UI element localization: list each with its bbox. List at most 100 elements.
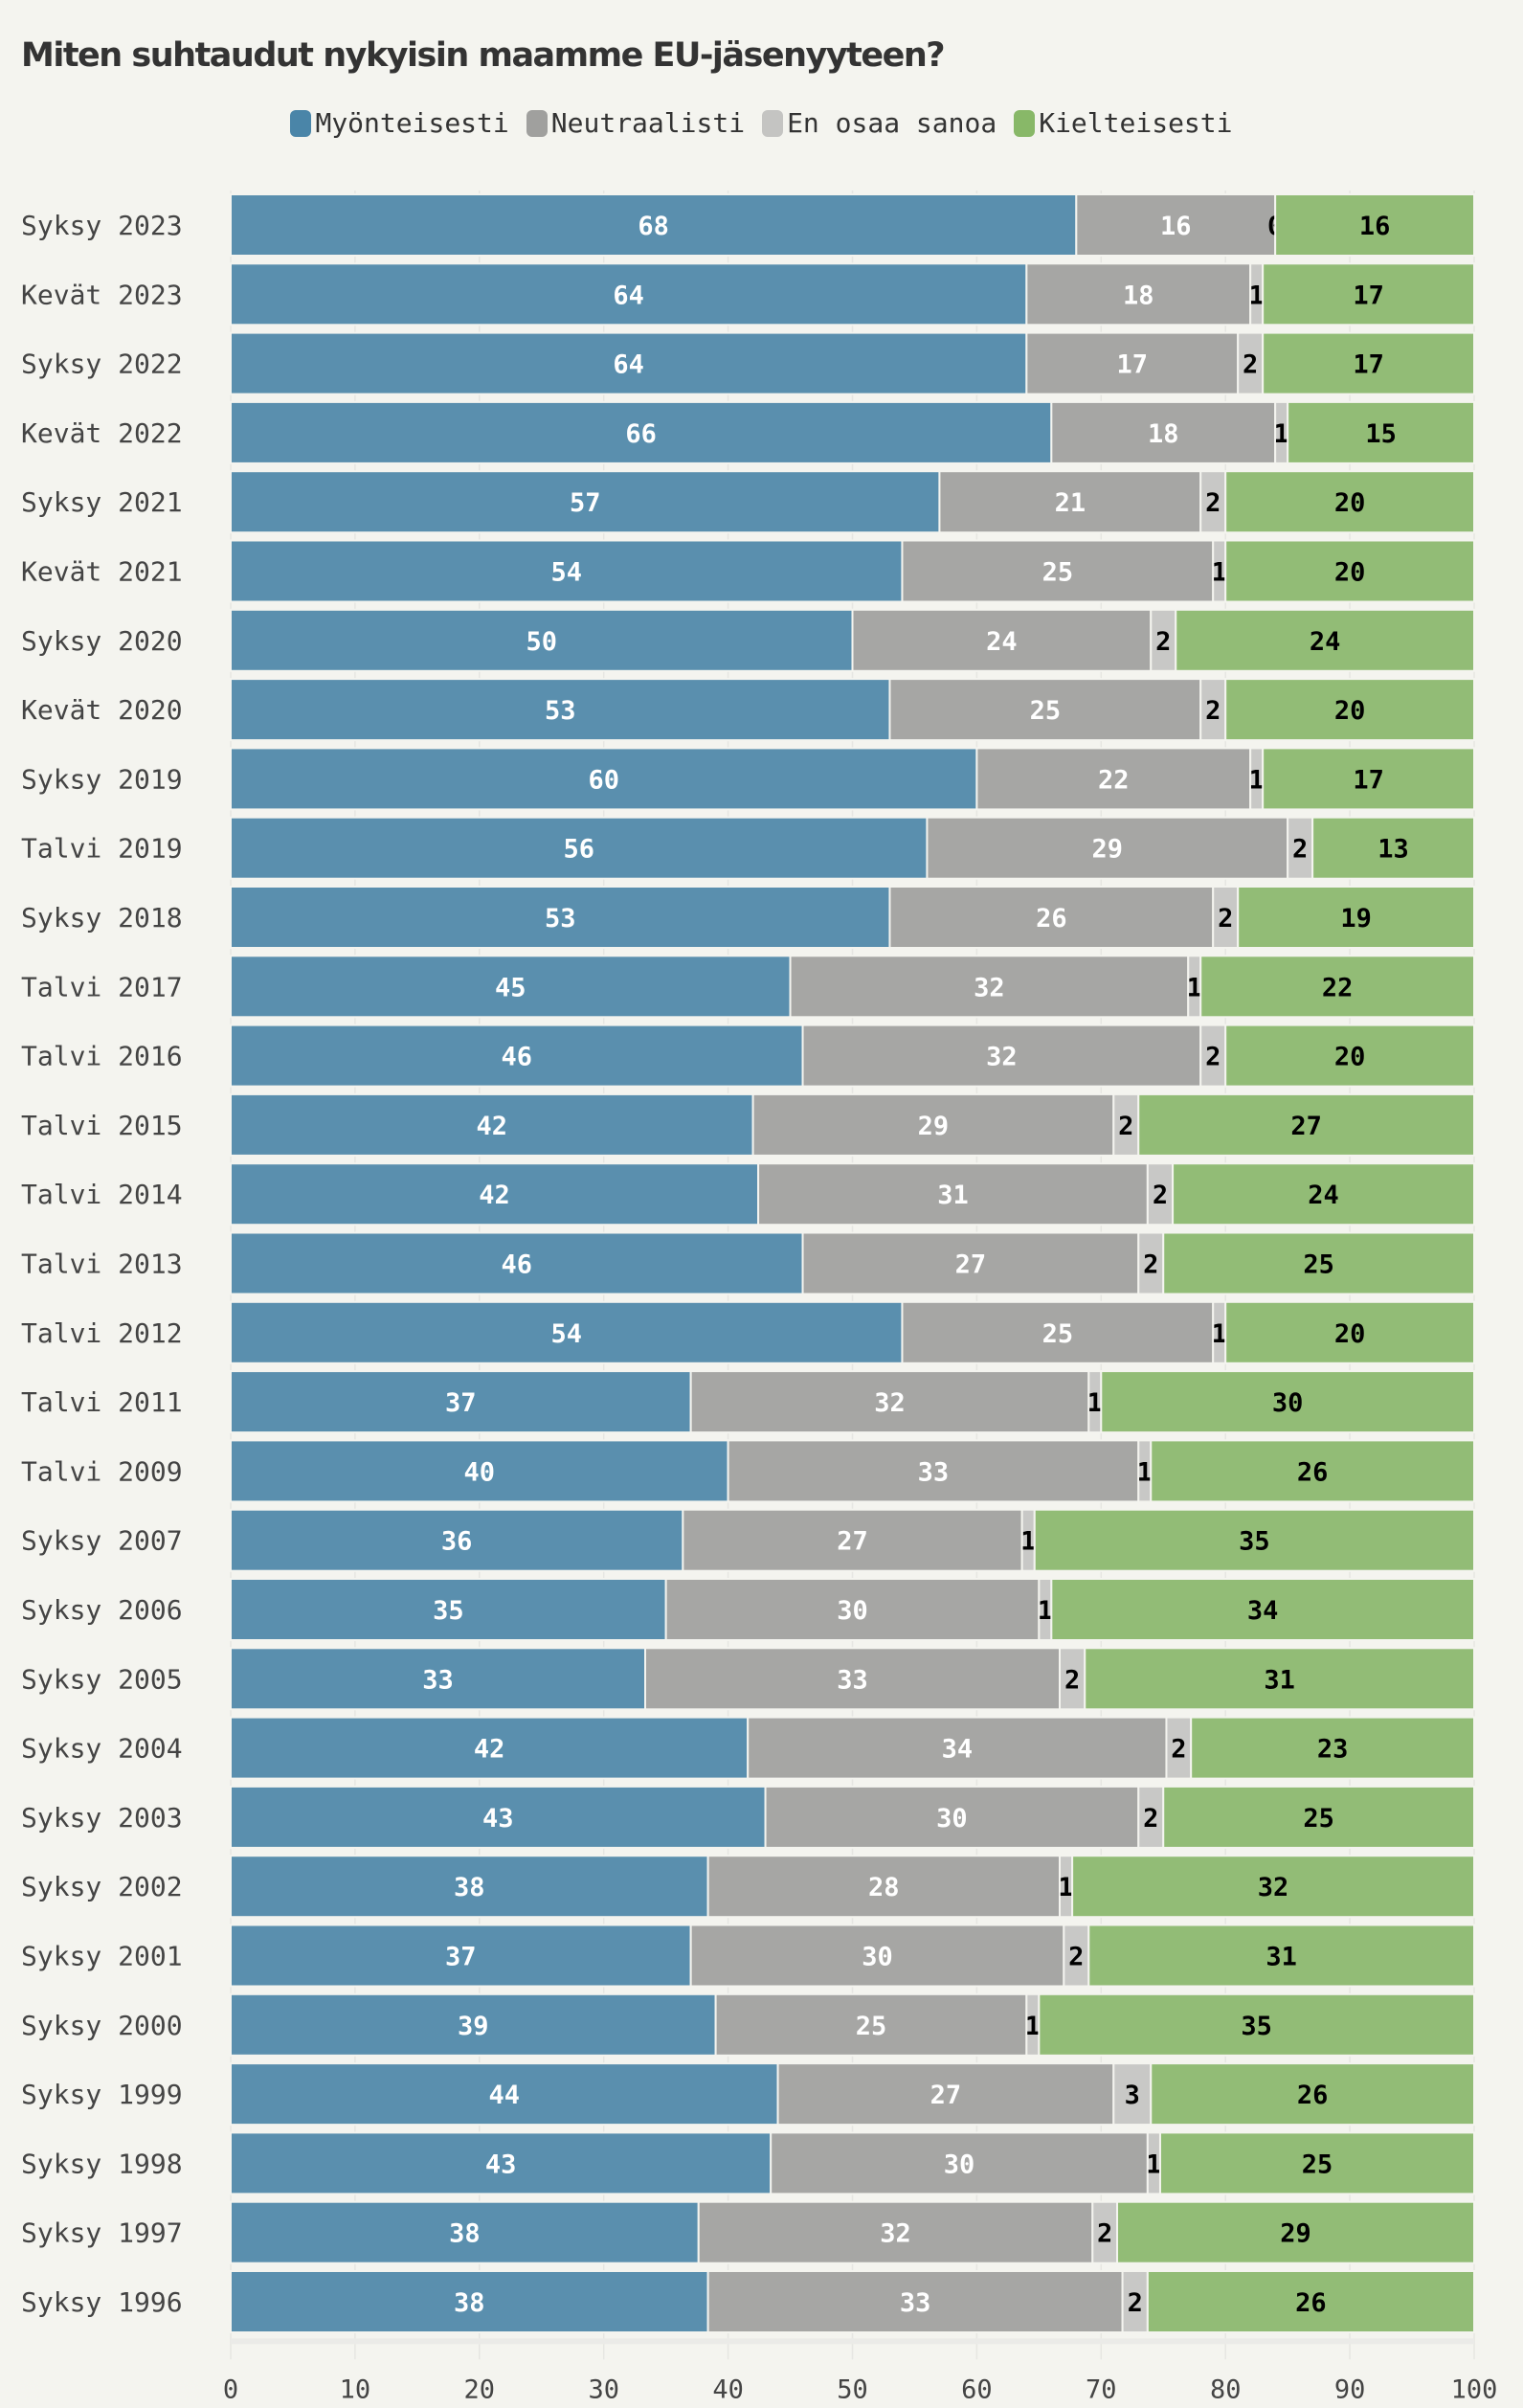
bar-segment-kielteisesti <box>1175 608 1475 672</box>
legend-item-neutraalisti: Neutraalisti <box>526 107 745 139</box>
bar-segment-my-nteisesti <box>230 747 978 811</box>
data-label: 1 <box>1020 1527 1036 1557</box>
data-label: 39 <box>458 2012 489 2041</box>
bar-segment-kielteisesti <box>1224 1300 1475 1364</box>
x-tick-label: 70 <box>1086 2374 1117 2404</box>
bar-segment-my-nteisesti <box>230 1647 646 1711</box>
data-label: 17 <box>1353 350 1384 380</box>
y-category-label: Syksy 1999 <box>21 2079 183 2110</box>
data-label: 34 <box>1247 1596 1279 1626</box>
legend-label: Myönteisesti <box>315 107 509 139</box>
data-label: 20 <box>1334 696 1366 726</box>
bar-segment-kielteisesti <box>1050 1578 1475 1641</box>
data-label: 1 <box>1187 973 1202 1002</box>
bar-segment-my-nteisesti <box>230 262 1028 326</box>
bar-segment-my-nteisesti <box>230 1992 717 2057</box>
data-label: 2 <box>1171 1735 1186 1765</box>
bar-segment-my-nteisesti <box>230 1578 667 1641</box>
x-tick-label: 30 <box>588 2374 619 2404</box>
y-category-label: Kevät 2023 <box>21 279 183 310</box>
x-tick-label: 20 <box>464 2374 496 2404</box>
data-label: 1 <box>1212 558 1227 588</box>
data-label: 46 <box>502 1043 533 1072</box>
y-category-label: Syksy 2004 <box>21 1733 183 1765</box>
bar-segment-kielteisesti <box>1199 955 1475 1019</box>
data-label: 17 <box>1117 350 1149 380</box>
bar-segment-my-nteisesti <box>230 2270 709 2333</box>
data-label: 42 <box>479 1181 510 1210</box>
bar-segment-en-osaa-sanoa <box>1112 2062 1153 2127</box>
bar-segment-my-nteisesti <box>230 1785 767 1849</box>
data-label: 22 <box>1098 765 1130 795</box>
data-label: 22 <box>1322 973 1354 1002</box>
data-label: 54 <box>550 1319 582 1349</box>
bar-segment-kielteisesti <box>1038 1992 1475 2057</box>
bar-segment-kielteisesti <box>1311 816 1475 880</box>
data-label: 26 <box>1295 2288 1327 2318</box>
bar-segment-kielteisesti <box>1190 1716 1475 1780</box>
data-label: 2 <box>1143 1804 1158 1834</box>
data-label: 2 <box>1205 1043 1221 1072</box>
bar-segment-my-nteisesti <box>230 678 891 742</box>
data-label: 24 <box>986 627 1018 657</box>
data-label: 27 <box>955 1250 987 1280</box>
bar-segment-neutraalisti <box>714 1992 1028 2057</box>
data-label: 29 <box>1280 2219 1311 2249</box>
y-category-label: Syksy 2018 <box>21 902 183 934</box>
bar-segment-neutraalisti <box>888 886 1215 949</box>
data-label: 25 <box>1303 1250 1334 1280</box>
data-label: 3 <box>1125 2081 1140 2110</box>
data-label: 25 <box>1030 696 1062 726</box>
data-label: 1 <box>1137 1457 1153 1487</box>
data-label: 15 <box>1365 419 1397 449</box>
y-category-label: Kevät 2021 <box>21 556 183 588</box>
data-label: 34 <box>942 1735 974 1765</box>
y-category-label: Talvi 2011 <box>21 1386 183 1418</box>
y-category-label: Syksy 2003 <box>21 1802 183 1834</box>
y-category-label: Talvi 2012 <box>21 1317 183 1349</box>
data-label: 38 <box>454 1873 485 1902</box>
bar-segment-neutraalisti <box>751 1092 1115 1157</box>
bar-segment-my-nteisesti <box>230 1924 692 1988</box>
data-label: 16 <box>1359 212 1391 241</box>
data-label: 33 <box>918 1457 950 1487</box>
bar-segment-neutraalisti <box>697 2200 1094 2264</box>
data-label: 25 <box>856 2012 887 2041</box>
data-label: 32 <box>986 1043 1018 1072</box>
data-label: 25 <box>1042 558 1074 588</box>
bar-segment-kielteisesti <box>1116 2200 1475 2264</box>
bar-segment-kielteisesti <box>1262 747 1476 811</box>
data-label: 1 <box>1087 1388 1103 1418</box>
bar-segment-my-nteisesti <box>230 955 792 1019</box>
bar-segment-kielteisesti <box>1150 2062 1475 2127</box>
data-label: 60 <box>588 765 619 795</box>
bar-segment-kielteisesti <box>1084 1647 1475 1711</box>
data-label: 37 <box>445 1388 477 1418</box>
data-label: 31 <box>1265 1943 1297 1972</box>
legend-swatch-icon <box>1014 109 1036 137</box>
data-label: 20 <box>1334 488 1366 518</box>
data-label: 66 <box>625 419 657 449</box>
bar-segment-my-nteisesti <box>230 539 904 603</box>
data-label: 53 <box>545 696 576 726</box>
data-label: 18 <box>1148 419 1179 449</box>
data-label: 37 <box>445 1943 477 1972</box>
bar-segment-kielteisesti <box>1172 1162 1476 1227</box>
data-label: 21 <box>1055 488 1086 518</box>
y-category-label: Syksy 2021 <box>21 486 183 518</box>
data-label: 33 <box>422 1665 454 1695</box>
bar-segment-my-nteisesti <box>230 1855 709 1919</box>
data-label: 2 <box>1205 696 1221 726</box>
data-label: 25 <box>1303 1804 1334 1834</box>
data-label: 17 <box>1353 765 1384 795</box>
bar-segment-kielteisesti <box>1146 2270 1476 2333</box>
data-label: 2 <box>1153 1181 1168 1210</box>
y-category-label: Talvi 2014 <box>21 1179 183 1210</box>
data-label: 43 <box>482 1804 514 1834</box>
bar-segment-kielteisesti <box>1237 886 1475 949</box>
legend-item-kielteisesti: Kielteisesti <box>1014 107 1233 139</box>
legend-item-en-osaa-sanoa: En osaa sanoa <box>762 107 997 139</box>
data-label: 32 <box>880 2219 911 2249</box>
data-label: 17 <box>1353 281 1384 310</box>
data-label: 32 <box>1258 1873 1289 1902</box>
